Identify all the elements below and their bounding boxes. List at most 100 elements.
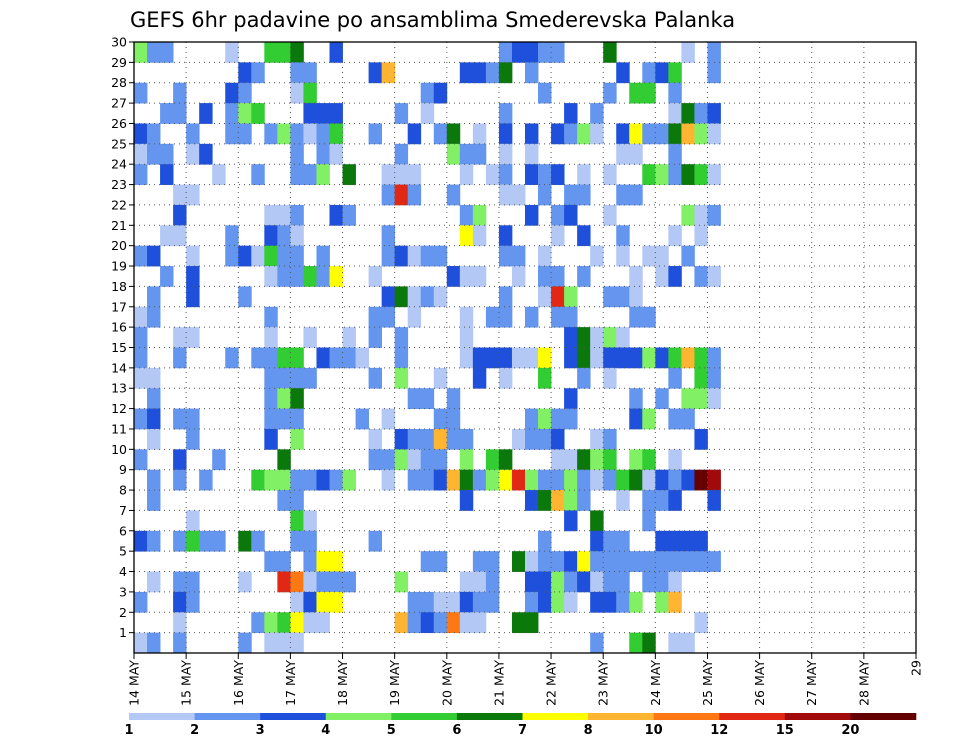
precip-cell bbox=[446, 143, 461, 165]
precip-cell bbox=[368, 449, 383, 471]
precip-cell bbox=[394, 428, 409, 450]
precip-cell bbox=[707, 266, 721, 287]
y-tick-label: 20 bbox=[111, 238, 127, 253]
precip-cell bbox=[264, 245, 278, 267]
precip-cell bbox=[147, 143, 161, 165]
precip-cell bbox=[655, 164, 669, 185]
precip-cell bbox=[420, 245, 435, 267]
precip-cell bbox=[564, 286, 578, 308]
precip-cell bbox=[472, 143, 487, 165]
colorbar-label: 3 bbox=[256, 723, 265, 738]
precip-cell bbox=[616, 591, 630, 613]
precip-cell bbox=[681, 632, 695, 654]
precip-cell bbox=[681, 245, 695, 267]
colorbar-label: 5 bbox=[387, 723, 396, 738]
precip-cell bbox=[446, 123, 461, 145]
precip-cell bbox=[590, 327, 604, 348]
colorbar-label: 4 bbox=[321, 723, 330, 738]
precip-cell bbox=[303, 469, 317, 491]
precip-cell bbox=[511, 42, 526, 63]
precip-cell bbox=[407, 184, 422, 206]
y-tick-label: 19 bbox=[111, 259, 127, 274]
precip-cell bbox=[186, 266, 200, 287]
precip-cell bbox=[668, 571, 682, 593]
precip-cell bbox=[277, 388, 291, 409]
y-axis: 1234567891011121314151617181920212223242… bbox=[111, 35, 134, 640]
colorbar-segment bbox=[260, 713, 327, 720]
precip-cell bbox=[160, 225, 174, 247]
precip-cell bbox=[134, 530, 148, 552]
colorbar-segment bbox=[653, 713, 720, 720]
precip-cell bbox=[433, 551, 448, 572]
precip-cell bbox=[472, 266, 487, 287]
precip-cell bbox=[368, 327, 383, 348]
precip-cell bbox=[485, 164, 500, 185]
precip-cell bbox=[694, 388, 708, 409]
precip-cell bbox=[681, 530, 695, 552]
colorbar-label: 6 bbox=[452, 723, 461, 738]
precip-cell bbox=[590, 551, 604, 572]
precip-cell bbox=[316, 266, 330, 287]
precip-cell bbox=[459, 327, 474, 348]
precip-cell bbox=[381, 469, 396, 491]
precip-cell bbox=[446, 428, 461, 450]
colorbar-segment bbox=[129, 713, 195, 720]
precip-cell bbox=[199, 103, 213, 124]
precip-cell bbox=[160, 143, 174, 165]
precip-cell bbox=[564, 123, 578, 145]
precip-cell bbox=[290, 612, 304, 634]
precip-cell bbox=[525, 42, 539, 63]
precip-cell bbox=[277, 551, 291, 572]
colorbar-segment bbox=[522, 713, 589, 720]
colorbar-segment bbox=[588, 713, 654, 720]
precip-cell bbox=[160, 42, 174, 63]
precip-cell bbox=[590, 245, 604, 267]
colorbar-label: 15 bbox=[776, 723, 794, 738]
precip-cell bbox=[616, 530, 630, 552]
precip-cell bbox=[147, 571, 161, 593]
precip-cell bbox=[303, 612, 317, 634]
precip-cell bbox=[616, 469, 630, 491]
precip-cell bbox=[629, 184, 643, 206]
precip-cell bbox=[277, 612, 291, 634]
precip-cell bbox=[264, 469, 278, 491]
precip-cell bbox=[551, 408, 565, 430]
precip-cell bbox=[459, 449, 474, 471]
precip-cell bbox=[629, 306, 643, 328]
precip-cell bbox=[498, 143, 513, 165]
precip-cell bbox=[420, 388, 435, 409]
precip-cell bbox=[134, 123, 148, 145]
colorbar-label: 20 bbox=[841, 723, 859, 738]
precip-cell bbox=[577, 490, 591, 511]
precip-cell bbox=[238, 286, 252, 308]
precip-cell bbox=[551, 591, 565, 613]
precip-cell bbox=[655, 62, 669, 84]
x-axis: 14 MAY 15 MAY 16 MAY 17 MAY 18 MAY 19 MAY 20 M… bbox=[127, 653, 924, 706]
precip-cell bbox=[238, 245, 252, 267]
precip-cell bbox=[472, 367, 487, 389]
precip-cell bbox=[564, 103, 578, 124]
precip-cell bbox=[616, 327, 630, 348]
precip-cell bbox=[147, 42, 161, 63]
precip-cell bbox=[472, 225, 487, 247]
precip-cell bbox=[655, 266, 669, 287]
precip-cell bbox=[459, 571, 474, 593]
precip-cell bbox=[316, 591, 330, 613]
precip-cell bbox=[564, 449, 578, 471]
precip-cell bbox=[290, 204, 304, 226]
precip-cell bbox=[290, 347, 304, 369]
precip-cell bbox=[368, 123, 383, 145]
x-tick-label: 16 MAY bbox=[231, 660, 246, 706]
precip-cell bbox=[186, 530, 200, 552]
precip-cell bbox=[407, 245, 422, 267]
colorbar-segment bbox=[784, 713, 851, 720]
x-tick-label: 22 MAY bbox=[544, 660, 559, 706]
precip-cell bbox=[472, 347, 487, 369]
precip-cell bbox=[329, 103, 343, 124]
precip-cell bbox=[212, 449, 226, 471]
precip-cell bbox=[290, 367, 304, 389]
precip-cell bbox=[420, 551, 435, 572]
precip-cell bbox=[655, 388, 669, 409]
precip-cell bbox=[551, 449, 565, 471]
